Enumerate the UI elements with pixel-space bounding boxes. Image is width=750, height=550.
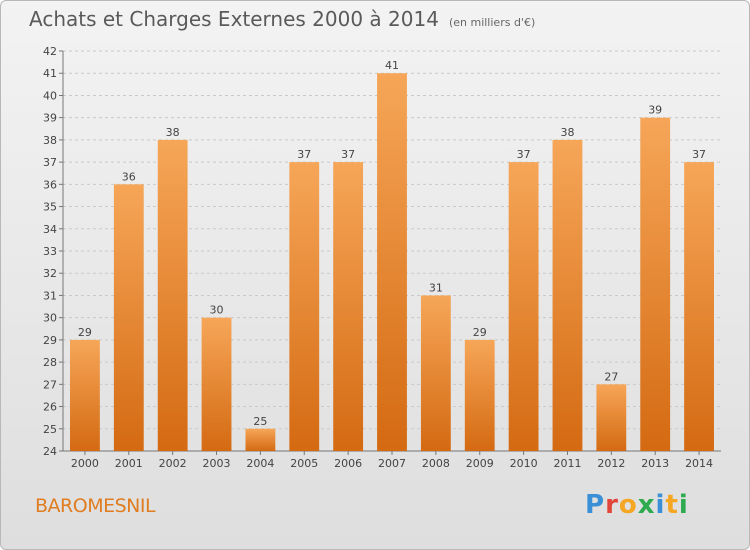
bar <box>113 184 144 452</box>
x-tick-label: 2009 <box>466 457 494 470</box>
x-tick-label: 2013 <box>641 457 669 470</box>
x-tick-label: 2008 <box>422 457 450 470</box>
y-tick-label: 30 <box>43 312 57 325</box>
x-tick-label: 2005 <box>290 457 318 470</box>
data-label: 38 <box>560 126 574 139</box>
chart-title: Achats et Charges Externes 2000 à 2014 (e… <box>29 7 535 31</box>
x-tick-label: 2002 <box>159 457 187 470</box>
y-tick-label: 40 <box>43 89 57 102</box>
data-label: 37 <box>692 148 706 161</box>
bar <box>420 295 451 451</box>
x-tick-label: 2014 <box>685 457 713 470</box>
x-tick-label: 2001 <box>115 457 143 470</box>
y-tick-label: 37 <box>43 156 57 169</box>
chart-title-text: Achats et Charges Externes 2000 à 2014 <box>29 7 439 31</box>
x-tick-label: 2011 <box>553 457 581 470</box>
bar <box>508 162 539 451</box>
y-tick-label: 29 <box>43 334 57 347</box>
bar <box>289 162 320 451</box>
data-label: 25 <box>253 415 267 428</box>
bar <box>333 162 364 451</box>
y-tick-label: 24 <box>43 445 57 458</box>
y-tick-label: 38 <box>43 134 57 147</box>
bar <box>157 139 188 451</box>
x-tick-label: 2010 <box>510 457 538 470</box>
x-tick-label: 2003 <box>203 457 231 470</box>
data-labels: 29 36 38 30 25 37 37 41 31 29 37 38 27 39 37 <box>78 59 706 428</box>
y-tick-label: 32 <box>43 267 57 280</box>
y-tick-label: 28 <box>43 356 57 369</box>
proxiti-logo: Proxiti <box>585 490 689 520</box>
x-tick-label: 2004 <box>246 457 274 470</box>
y-tick-label: 35 <box>43 201 57 214</box>
logo-letter: P <box>585 490 606 520</box>
y-tick-label: 26 <box>43 401 57 414</box>
logo-letter: t <box>665 490 679 520</box>
data-label: 39 <box>648 104 662 117</box>
x-tick-label: 2007 <box>378 457 406 470</box>
y-tick-label: 25 <box>43 423 57 436</box>
bar <box>464 339 495 451</box>
logo-letter: o <box>618 490 638 520</box>
y-tick-label: 36 <box>43 178 57 191</box>
y-tick-label: 39 <box>43 112 57 125</box>
bar <box>640 117 671 452</box>
data-label: 41 <box>385 59 399 72</box>
data-label: 29 <box>78 326 92 339</box>
data-label: 37 <box>341 148 355 161</box>
data-label: 30 <box>210 304 224 317</box>
y-tick-label: 41 <box>43 67 57 80</box>
data-label: 37 <box>517 148 531 161</box>
y-tick-label: 27 <box>43 378 57 391</box>
x-tick-label: 2006 <box>334 457 362 470</box>
x-tick-label: 2000 <box>71 457 99 470</box>
y-tick-label: 34 <box>43 223 57 236</box>
bar <box>70 339 100 451</box>
location-label: BAROMESNIL <box>35 495 156 517</box>
data-label: 31 <box>429 281 443 294</box>
data-label: 36 <box>122 170 136 183</box>
bar <box>552 139 583 451</box>
chart-subtitle: (en milliers d'€) <box>448 16 536 29</box>
y-tick-label: 31 <box>43 289 57 302</box>
x-tick-label: 2012 <box>597 457 625 470</box>
logo-letter: i <box>655 490 666 520</box>
bars <box>70 73 714 452</box>
bar <box>245 428 276 451</box>
bar <box>377 73 407 451</box>
bar <box>684 162 714 451</box>
logo-letter: i <box>678 490 689 520</box>
data-label: 29 <box>473 326 487 339</box>
bar <box>596 384 627 451</box>
data-label: 38 <box>166 126 180 139</box>
logo-letter: r <box>605 490 619 520</box>
data-label: 27 <box>604 370 618 383</box>
bar <box>201 317 232 451</box>
axes: 24 25 26 27 28 29 30 31 32 33 34 35 36 37 38 39 40 41 42 20… <box>43 45 721 470</box>
y-tick-label: 42 <box>43 45 57 58</box>
y-tick-label: 33 <box>43 245 57 258</box>
logo-letter: x <box>637 490 656 520</box>
data-label: 37 <box>297 148 311 161</box>
